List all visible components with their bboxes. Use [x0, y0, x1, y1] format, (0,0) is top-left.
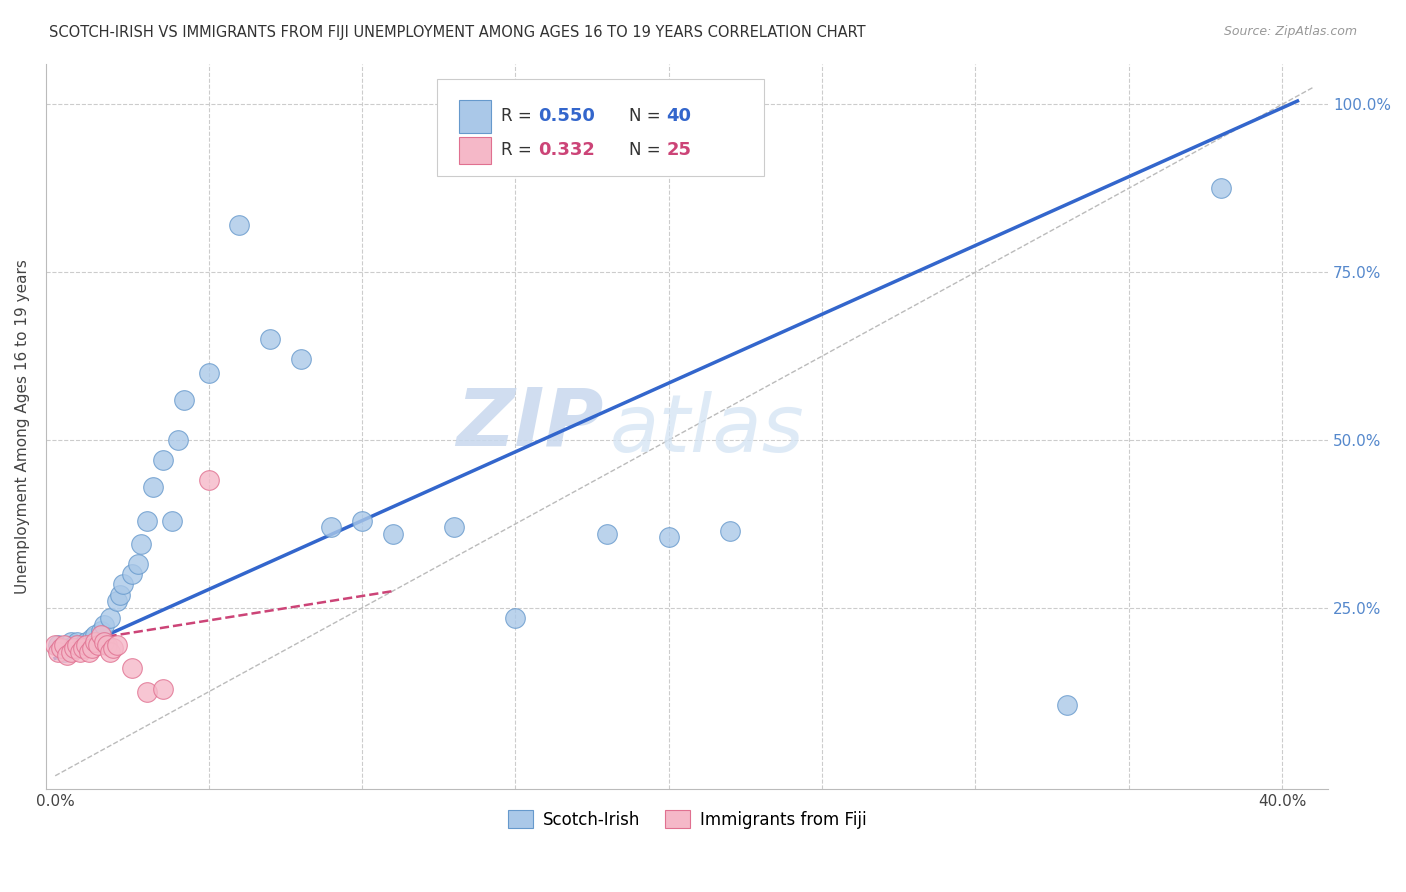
Point [56, 641, 79, 656]
Point [173, 392, 195, 407]
Point [290, 352, 312, 367]
Point [100, 611, 122, 625]
Point [87, 638, 110, 652]
Point [103, 641, 125, 656]
Point [129, 537, 152, 551]
Text: 25: 25 [666, 141, 692, 159]
Text: 0.332: 0.332 [538, 141, 595, 159]
Point [80, 641, 103, 656]
Point [105, 594, 128, 608]
Point [121, 661, 143, 675]
Point [100, 644, 122, 658]
FancyBboxPatch shape [437, 78, 763, 177]
Point [142, 480, 165, 494]
Point [90, 624, 112, 639]
Point [72, 641, 94, 656]
Point [381, 527, 404, 541]
Point [93, 634, 115, 648]
Point [59, 644, 82, 658]
Point [503, 611, 526, 625]
FancyBboxPatch shape [458, 100, 491, 133]
Point [321, 520, 343, 534]
Point [127, 558, 149, 572]
Point [84, 628, 107, 642]
Text: ZIP: ZIP [457, 384, 603, 462]
Point [84, 634, 107, 648]
Point [66, 638, 89, 652]
Point [152, 681, 174, 696]
Point [228, 218, 250, 232]
Text: R =: R = [501, 107, 537, 125]
Text: SCOTCH-IRISH VS IMMIGRANTS FROM FIJI UNEMPLOYMENT AMONG AGES 16 TO 19 YEARS CORR: SCOTCH-IRISH VS IMMIGRANTS FROM FIJI UNE… [49, 25, 866, 40]
Point [59, 634, 82, 648]
Point [66, 634, 89, 648]
Point [96, 638, 118, 652]
Point [46, 638, 69, 652]
Text: N =: N = [630, 141, 666, 159]
Text: 40: 40 [666, 107, 692, 125]
FancyBboxPatch shape [458, 136, 491, 164]
Point [56, 648, 79, 662]
Point [93, 617, 115, 632]
Point [197, 474, 219, 488]
Point [121, 567, 143, 582]
Point [69, 644, 91, 658]
Point [596, 527, 619, 541]
Point [259, 332, 281, 346]
Point [69, 641, 91, 656]
Text: Source: ZipAtlas.com: Source: ZipAtlas.com [1223, 25, 1357, 38]
Point [62, 638, 84, 652]
Point [1209, 181, 1232, 195]
Point [51, 641, 73, 656]
Text: N =: N = [630, 107, 666, 125]
Point [443, 520, 465, 534]
Point [105, 638, 128, 652]
Point [108, 587, 131, 601]
Point [152, 453, 174, 467]
Point [80, 631, 103, 645]
Y-axis label: Unemployment Among Ages 16 to 19 years: Unemployment Among Ages 16 to 19 years [15, 260, 30, 594]
Point [136, 514, 159, 528]
Point [197, 366, 219, 380]
Point [44, 638, 66, 652]
Point [90, 628, 112, 642]
Text: R =: R = [501, 141, 537, 159]
Text: atlas: atlas [610, 392, 804, 469]
Point [111, 577, 134, 591]
Point [718, 524, 741, 538]
Point [72, 638, 94, 652]
Point [658, 530, 681, 544]
Point [53, 644, 76, 658]
Point [77, 644, 100, 658]
Point [1056, 698, 1078, 713]
Point [136, 685, 159, 699]
Point [160, 514, 183, 528]
Legend: Scotch-Irish, Immigrants from Fiji: Scotch-Irish, Immigrants from Fiji [501, 804, 873, 835]
Point [167, 433, 190, 447]
Text: 0.550: 0.550 [538, 107, 595, 125]
Point [75, 638, 97, 652]
Point [75, 634, 97, 648]
Point [62, 641, 84, 656]
Point [53, 638, 76, 652]
Point [350, 514, 373, 528]
Point [46, 644, 69, 658]
